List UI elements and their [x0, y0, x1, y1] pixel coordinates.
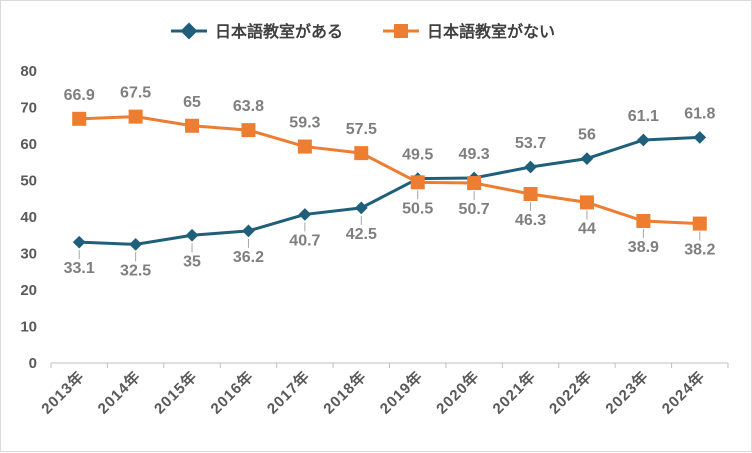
- x-tick-label: 2014年: [94, 367, 144, 417]
- series-2-data-label: 57.5: [346, 121, 377, 138]
- series-1-data-label: 36.2: [233, 249, 264, 266]
- series-1-point: [524, 160, 537, 174]
- y-tick-label: 30: [20, 246, 37, 263]
- series-1-line: [79, 135, 700, 246]
- series-2-point: [297, 139, 312, 154]
- series-1-point: [129, 238, 142, 251]
- series-1-point: [580, 152, 594, 165]
- legend: 日本語教室がある 日本語教室がない: [171, 22, 555, 41]
- x-tick-label: 2023年: [602, 367, 652, 417]
- legend-label-series-1: 日本語教室がある: [215, 22, 343, 41]
- x-tick-label: 2019年: [376, 367, 426, 417]
- series-1-point: [693, 131, 707, 144]
- series-2-data-label: 38.2: [684, 242, 715, 259]
- series-2-point: [354, 146, 369, 161]
- series-2-point: [72, 111, 87, 126]
- series-1-data-label: 61.8: [684, 105, 715, 122]
- y-tick-label: 70: [20, 100, 37, 117]
- series-1-point: [185, 228, 199, 242]
- x-axis: 2013年 2014年 2015年 2016年 2017年 2018年 2019年 2020年…: [38, 362, 729, 418]
- y-axis: 0 10 20 30 40 50 60 70 80: [20, 63, 37, 372]
- x-tick-label: 2020年: [432, 367, 482, 417]
- series-2-data-label: 66.9: [64, 87, 95, 104]
- series-2-data-label: 49.3: [459, 146, 490, 163]
- series-1-point: [242, 224, 255, 238]
- series-1-data-label: 56: [578, 127, 596, 144]
- series-1-data-label: 61.1: [628, 108, 659, 125]
- y-tick-label: 80: [20, 63, 37, 80]
- series-2-data-label: 59.3: [289, 115, 320, 132]
- series-2-data-label: 46.3: [515, 212, 546, 229]
- series-2-point: [241, 123, 256, 138]
- x-tick-label: 2021年: [489, 367, 539, 417]
- series-1-data-label: 53.7: [515, 135, 546, 152]
- x-tick-label: 2022年: [545, 367, 595, 417]
- x-tick-label: 2016年: [207, 367, 257, 417]
- series-1-data-label: 33.1: [64, 260, 95, 277]
- x-tick-label: 2017年: [263, 367, 313, 417]
- series-1-data-label: 35: [183, 253, 201, 270]
- series-2-line: [79, 115, 700, 226]
- series-1-point: [354, 201, 368, 215]
- legend-marker-series-1: [180, 22, 198, 40]
- x-tick-label: 2015年: [150, 367, 200, 417]
- series-2-point: [636, 214, 651, 229]
- legend-label-series-2: 日本語教室がない: [427, 22, 555, 41]
- series-2-data-label: 65: [183, 94, 201, 111]
- series-2-data-label: 63.8: [233, 98, 264, 115]
- series-2-data-label: 49.5: [402, 147, 433, 164]
- series-1-data-label: 50.7: [459, 201, 490, 218]
- y-tick-label: 20: [20, 282, 37, 299]
- y-tick-label: 60: [20, 136, 37, 153]
- series-1-point: [637, 133, 650, 147]
- series-2-data-label: 38.9: [628, 239, 659, 256]
- series-1-point: [298, 208, 312, 221]
- series-1-data-label: 32.5: [120, 262, 151, 279]
- legend-marker-series-2: [394, 24, 408, 38]
- y-tick-label: 10: [20, 319, 37, 336]
- data-labels: 33.1 66.9 32.5 67.5 35 65 36.2 63.8 40.7 59.3 42.5…: [64, 85, 716, 280]
- y-tick-label: 50: [20, 173, 37, 190]
- x-tick-label: 2024年: [658, 367, 708, 417]
- series-1-point: [72, 235, 86, 249]
- series-2-point: [128, 109, 143, 124]
- series-2-point: [185, 118, 200, 133]
- series-2-point: [579, 195, 594, 210]
- series-layer: [72, 109, 707, 251]
- series-2-data-label: 67.5: [120, 85, 151, 102]
- series-1-data-label: 40.7: [289, 232, 320, 249]
- y-tick-label: 40: [20, 209, 37, 226]
- series-1-data-label: 42.5: [346, 226, 377, 243]
- series-2-data-label: 44: [578, 220, 596, 237]
- x-tick-label: 2013年: [38, 367, 88, 417]
- series-1-data-label: 50.5: [402, 200, 433, 217]
- series-2-point: [692, 216, 707, 231]
- y-tick-label: 0: [29, 355, 37, 372]
- x-tick-label: 2018年: [320, 367, 370, 417]
- series-2-point: [410, 175, 425, 190]
- series-2-point: [523, 187, 538, 202]
- series-2-point: [467, 176, 482, 191]
